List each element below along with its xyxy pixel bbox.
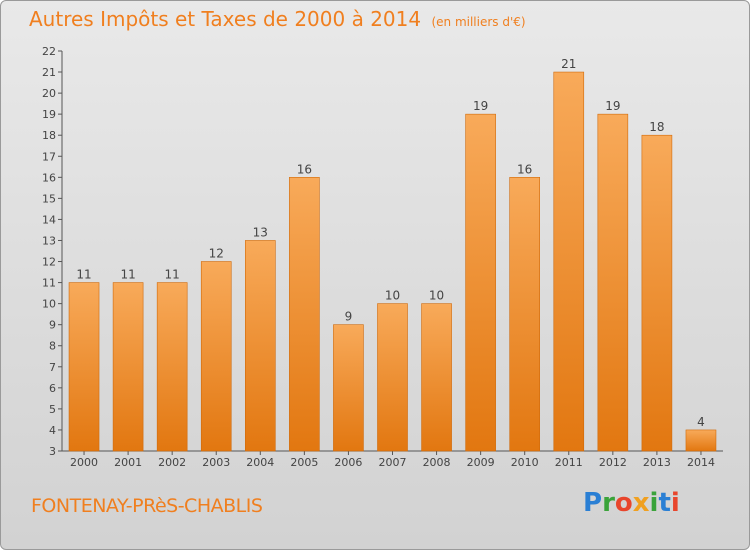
y-tick-label: 15 <box>42 192 56 205</box>
chart-title-text: Autres Impôts et Taxes de 2000 à 2014 <box>29 7 422 31</box>
y-tick-label: 22 <box>42 45 56 58</box>
y-tick-label: 16 <box>42 171 56 184</box>
y-tick-label: 18 <box>42 129 56 142</box>
bar <box>641 134 673 452</box>
x-tick-label: 2004 <box>246 456 274 469</box>
bar-value-label: 11 <box>165 268 180 282</box>
x-tick-label: 2000 <box>70 456 98 469</box>
bar-value-label: 11 <box>120 268 135 282</box>
logo-letter: i <box>670 488 680 518</box>
bar-value-label: 10 <box>385 289 400 303</box>
bar-value-label: 13 <box>253 225 268 239</box>
x-tick-label: 2010 <box>511 456 539 469</box>
bar <box>421 303 452 452</box>
logo-letter: o <box>614 488 633 518</box>
chart-axes: 3 4 5 6 7 8 9 10 11 12 13 14 15 16 17 18 19 20 21 22 2000 200… <box>42 45 723 469</box>
y-tick-label: 9 <box>49 319 56 332</box>
x-tick-label: 2002 <box>158 456 186 469</box>
y-tick-label: 19 <box>42 108 56 121</box>
chart-title: Autres Impôts et Taxes de 2000 à 2014 (e… <box>29 7 526 31</box>
x-tick-label: 2003 <box>202 456 230 469</box>
proxiti-logo: Proxiti <box>583 488 680 518</box>
y-tick-label: 13 <box>42 234 56 247</box>
chart-subtitle: (en milliers d'€) <box>431 15 526 29</box>
bar <box>156 282 188 452</box>
x-tick-label: 2012 <box>599 456 627 469</box>
bar-value-label: 21 <box>561 57 576 71</box>
y-tick-label: 7 <box>49 361 56 374</box>
logo-letter: r <box>602 488 615 518</box>
y-tick-label: 3 <box>49 445 56 458</box>
bar-value-label: 18 <box>649 120 664 134</box>
chart-bars: 11 11 11 12 13 16 9 10 10 19 16 21 19 18 4 <box>68 57 717 452</box>
logo-letter: t <box>658 488 671 518</box>
bar-value-label: 10 <box>429 289 444 303</box>
x-tick-label: 2014 <box>687 456 715 469</box>
y-tick-label: 17 <box>42 150 56 163</box>
bar <box>509 177 541 452</box>
x-tick-label: 2011 <box>555 456 583 469</box>
logo-letter: i <box>649 488 659 518</box>
x-tick-label: 2006 <box>334 456 362 469</box>
x-tick-label: 2013 <box>643 456 671 469</box>
bar <box>597 113 629 452</box>
y-tick-label: 4 <box>49 424 56 437</box>
bar <box>200 261 232 452</box>
y-tick-label: 5 <box>49 403 56 416</box>
x-tick-label: 2005 <box>290 456 318 469</box>
x-tick-label: 2001 <box>114 456 142 469</box>
x-tick-label: 2009 <box>467 456 495 469</box>
y-tick-label: 11 <box>42 277 56 290</box>
bar <box>112 282 144 452</box>
y-tick-label: 14 <box>42 213 56 226</box>
y-tick-label: 20 <box>42 87 56 100</box>
y-tick-label: 12 <box>42 256 56 269</box>
location-name: FONTENAY-PRèS-CHABLIS <box>31 495 263 517</box>
y-tick-label: 6 <box>49 382 56 395</box>
logo-letter: x <box>632 488 650 518</box>
bar <box>68 282 100 452</box>
bar <box>245 240 276 452</box>
bar-value-label: 11 <box>76 268 91 282</box>
bar-value-label: 19 <box>605 99 620 113</box>
bar <box>289 177 320 452</box>
y-tick-label: 10 <box>42 298 56 311</box>
bar-value-label: 19 <box>473 99 488 113</box>
bar <box>685 429 717 452</box>
bar-value-label: 9 <box>345 310 353 324</box>
bar <box>333 324 364 452</box>
bar <box>377 303 408 452</box>
y-tick-label: 8 <box>49 340 56 353</box>
bar <box>553 71 585 452</box>
logo-letter: P <box>583 488 603 518</box>
bar-value-label: 16 <box>297 162 312 176</box>
x-tick-label: 2008 <box>423 456 451 469</box>
bar-value-label: 12 <box>209 247 224 261</box>
bar-value-label: 4 <box>697 415 705 429</box>
bar-value-label: 16 <box>517 162 532 176</box>
y-tick-label: 21 <box>42 66 56 79</box>
bar <box>465 113 496 452</box>
x-tick-label: 2007 <box>379 456 407 469</box>
